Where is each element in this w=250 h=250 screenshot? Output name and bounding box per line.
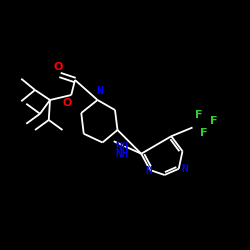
Text: F: F (200, 128, 207, 138)
Text: F: F (210, 116, 218, 126)
Text: F: F (195, 110, 202, 120)
Text: N: N (146, 166, 152, 176)
Text: N: N (181, 164, 188, 174)
Text: O: O (63, 98, 72, 108)
Text: NH: NH (116, 149, 129, 159)
Text: N: N (96, 86, 103, 96)
Text: O: O (53, 62, 63, 72)
Text: NH: NH (115, 142, 128, 152)
